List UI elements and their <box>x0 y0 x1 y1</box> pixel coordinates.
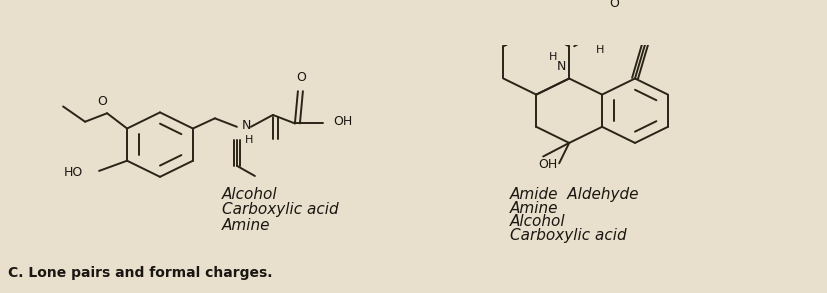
Text: O: O <box>295 71 305 84</box>
Text: N: N <box>556 59 565 73</box>
Text: H: H <box>245 135 253 145</box>
Text: Alcohol: Alcohol <box>222 187 277 202</box>
Text: Amine: Amine <box>222 217 270 233</box>
Text: H: H <box>595 45 604 55</box>
Text: C. Lone pairs and formal charges.: C. Lone pairs and formal charges. <box>8 266 272 280</box>
Text: OH: OH <box>332 115 351 128</box>
Text: Carboxylic acid: Carboxylic acid <box>222 202 338 217</box>
Text: Amide  Aldehyde: Amide Aldehyde <box>509 187 638 202</box>
Text: H: H <box>548 52 557 62</box>
Text: Alcohol: Alcohol <box>509 214 565 229</box>
Text: O: O <box>609 0 619 10</box>
Text: Amine: Amine <box>509 201 558 216</box>
Text: Carboxylic acid: Carboxylic acid <box>509 228 626 243</box>
Text: O: O <box>97 95 107 108</box>
Text: HO: HO <box>64 166 83 179</box>
Text: OH: OH <box>538 158 557 171</box>
Text: N: N <box>241 119 251 132</box>
